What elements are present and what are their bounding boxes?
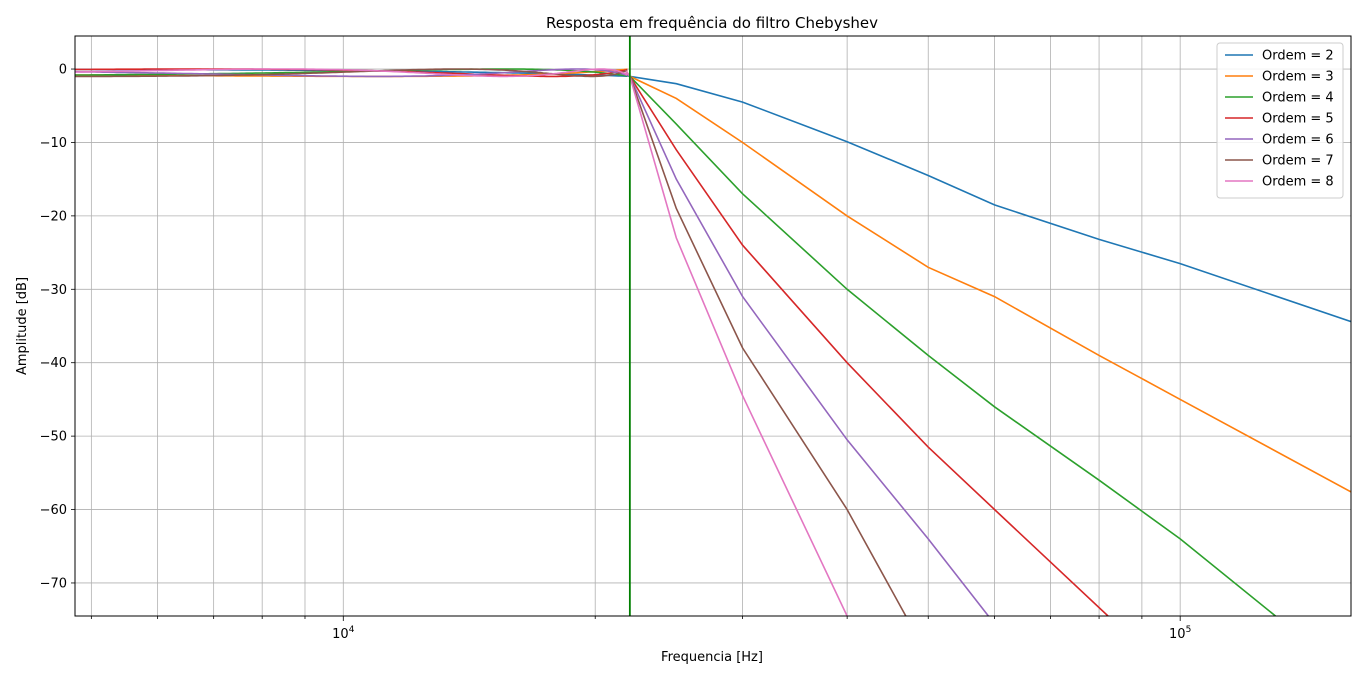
y-tick-label: −30 bbox=[40, 283, 67, 298]
y-tick-label: −70 bbox=[40, 576, 67, 591]
legend-entry: Ordem = 2 bbox=[1262, 49, 1334, 64]
series-line-ordem-6 bbox=[75, 68, 990, 616]
legend-entry: Ordem = 6 bbox=[1262, 133, 1334, 148]
series-lines bbox=[75, 68, 1351, 616]
series-line-ordem-4 bbox=[75, 68, 1277, 616]
legend-entry: Ordem = 3 bbox=[1262, 70, 1334, 85]
legend-entry: Ordem = 5 bbox=[1262, 112, 1334, 127]
legend-entry: Ordem = 4 bbox=[1262, 91, 1334, 106]
series-line-ordem-3 bbox=[75, 68, 1351, 493]
y-tick-label: −50 bbox=[40, 430, 67, 445]
y-axis-ticks: 0 −10 −20 −30 −40 −50 −60 −70 bbox=[40, 63, 75, 591]
chart-title: Resposta em frequência do filtro Chebysh… bbox=[546, 14, 878, 32]
y-tick-label: −10 bbox=[40, 136, 67, 151]
series-line-ordem-2 bbox=[75, 68, 1351, 323]
x-axis-label: Frequencia [Hz] bbox=[661, 650, 763, 665]
y-tick-label: 0 bbox=[59, 63, 67, 78]
plot-frame bbox=[74, 35, 1352, 617]
y-tick-label: −40 bbox=[40, 356, 67, 371]
series-line-ordem-8 bbox=[75, 68, 848, 616]
series-line-ordem-7 bbox=[75, 68, 907, 616]
series-line-ordem-5 bbox=[75, 68, 1109, 616]
legend-entry: Ordem = 8 bbox=[1262, 175, 1334, 190]
y-tick-label: −20 bbox=[40, 209, 67, 224]
legend-entry: Ordem = 7 bbox=[1262, 154, 1334, 169]
x-axis-ticks: 104 105 bbox=[90, 616, 1191, 642]
x-tick-label: 105 bbox=[1169, 625, 1191, 642]
x-tick-label: 104 bbox=[332, 625, 355, 642]
plot-area bbox=[75, 36, 1351, 616]
y-tick-label: −60 bbox=[40, 503, 67, 518]
y-axis-label: Amplitude [dB] bbox=[15, 277, 30, 375]
legend: Ordem = 2 Ordem = 3 Ordem = 4 Ordem = 5 Orde… bbox=[1216, 42, 1344, 199]
